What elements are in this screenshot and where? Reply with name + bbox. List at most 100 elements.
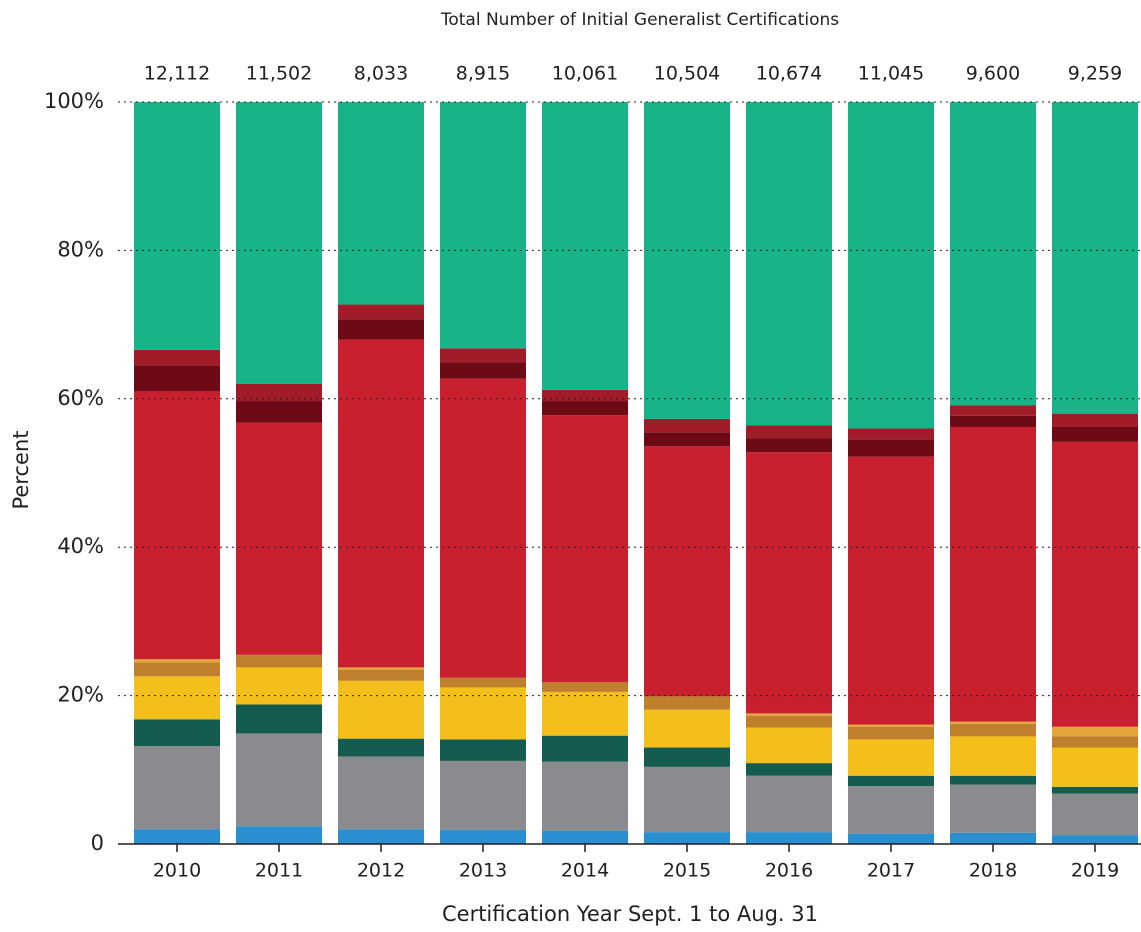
bar-segment <box>848 775 934 787</box>
bar-segment <box>746 763 832 776</box>
chart-title: Total Number of Initial Generalist Certi… <box>440 10 839 30</box>
bar-segment <box>950 102 1036 406</box>
bar-segment <box>644 766 730 833</box>
bar-segment <box>542 735 628 762</box>
total-label: 10,504 <box>654 63 720 85</box>
total-label: 11,045 <box>858 63 924 85</box>
bar-segment <box>1052 426 1138 442</box>
bar-segment <box>644 747 730 767</box>
bar-segment <box>542 761 628 831</box>
bar-segment <box>338 319 424 340</box>
total-label: 8,033 <box>354 63 408 85</box>
bar-segment <box>542 415 628 683</box>
bar-segment <box>338 669 424 681</box>
y-axis-title: Percent <box>9 430 33 509</box>
bar-segment <box>950 784 1036 833</box>
bar-segment <box>746 775 832 833</box>
bar-segment <box>134 829 220 844</box>
x-tick-label: 2013 <box>459 860 507 882</box>
bar-segment <box>440 348 526 363</box>
total-label: 11,502 <box>246 63 312 85</box>
bar-segment <box>848 439 934 457</box>
x-tick-label: 2010 <box>153 860 201 882</box>
bar-segment <box>236 102 322 384</box>
bar-segment <box>236 401 322 423</box>
y-tick-label: 80% <box>57 237 104 261</box>
bar-segment <box>848 833 934 844</box>
bar-segment <box>848 724 934 727</box>
bar-segment <box>440 677 526 688</box>
bar-segment <box>644 102 730 419</box>
bar-segment <box>644 696 730 710</box>
bar-segment <box>134 676 220 720</box>
x-axis-title: Certification Year Sept. 1 to Aug. 31 <box>442 902 818 926</box>
bar-segment <box>1052 441 1138 727</box>
bar-segment <box>542 102 628 390</box>
bar-segment <box>1052 102 1138 414</box>
bar-segment <box>542 389 628 402</box>
total-label: 9,600 <box>966 63 1020 85</box>
bar-segment <box>1052 747 1138 787</box>
bar-segment <box>542 830 628 844</box>
bar-segment <box>338 738 424 757</box>
bar-segment <box>440 102 526 349</box>
x-tick-label: 2017 <box>867 860 915 882</box>
x-tick-label: 2016 <box>765 860 813 882</box>
bar-segment <box>746 102 832 426</box>
bar-segment <box>746 727 832 764</box>
bar-segment <box>746 425 832 439</box>
total-label: 9,259 <box>1068 63 1122 85</box>
total-label: 8,915 <box>456 63 510 85</box>
bar-segment <box>338 339 424 668</box>
bar-segment <box>848 786 934 834</box>
bar-segment <box>1052 786 1138 794</box>
x-tick-label: 2015 <box>663 860 711 882</box>
y-tick-label: 20% <box>57 683 104 707</box>
bar-segment <box>542 401 628 416</box>
bar-segment <box>338 102 424 305</box>
total-label: 10,674 <box>756 63 822 85</box>
bar-segment <box>134 719 220 747</box>
bar-segment <box>1052 413 1138 427</box>
bar-segment <box>338 680 424 739</box>
bar-segment <box>746 452 832 714</box>
bar-segment <box>236 422 322 655</box>
bar-segment <box>236 667 322 705</box>
bar-segment <box>746 832 832 844</box>
bar-segment <box>338 829 424 844</box>
bar-segment <box>338 756 424 830</box>
bar-segment <box>134 349 220 366</box>
bar-segment <box>440 739 526 761</box>
bar-segment <box>950 415 1036 427</box>
bar-segment <box>440 760 526 830</box>
bar-segment <box>950 426 1036 722</box>
bar-segment <box>236 654 322 668</box>
bar-segment <box>134 659 220 663</box>
bars <box>134 102 1138 844</box>
bar-segment <box>848 428 934 440</box>
x-tick-label: 2019 <box>1071 860 1119 882</box>
bar-segment <box>644 709 730 748</box>
total-label: 10,061 <box>552 63 618 85</box>
x-tick-label: 2011 <box>255 860 303 882</box>
y-tick-label: 0 <box>91 831 104 855</box>
bar-segment <box>1052 793 1138 836</box>
bar-segment <box>440 362 526 379</box>
bar-segment <box>848 102 934 429</box>
bar-segment <box>746 715 832 728</box>
bar-segment <box>236 733 322 827</box>
y-tick-label: 100% <box>44 89 104 113</box>
bar-segment <box>644 418 730 433</box>
bar-segment <box>848 726 934 740</box>
bar-segment <box>542 682 628 692</box>
bar-segment <box>1052 736 1138 748</box>
bar-segment <box>338 304 424 320</box>
bar-segment <box>746 713 832 716</box>
bar-segment <box>644 432 730 447</box>
bar-segment <box>848 739 934 776</box>
y-tick-label: 40% <box>57 534 104 558</box>
y-tick-label: 60% <box>57 386 104 410</box>
bar-segment <box>1052 726 1138 737</box>
bar-segment <box>950 736 1036 776</box>
bar-segment <box>338 667 424 670</box>
